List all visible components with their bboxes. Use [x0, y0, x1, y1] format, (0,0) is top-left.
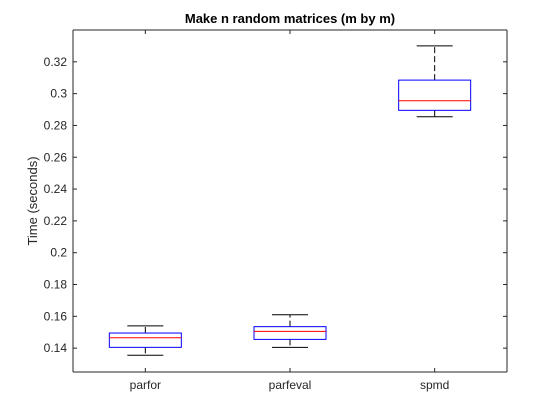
x-tick-label: spmd [420, 378, 449, 392]
y-tick-label: 0.18 [44, 278, 68, 292]
y-tick-label: 0.22 [44, 214, 68, 228]
y-tick-label: 0.16 [44, 309, 68, 323]
y-tick-label: 0.24 [44, 182, 68, 196]
box-parfeval [253, 314, 327, 348]
iqr-box [108, 332, 182, 348]
iqr-box [253, 326, 327, 340]
ticks: 0.14 0.16 0.18 0.2 0.22 0.24 0.26 0.28 0.3 0.32 pa… [44, 30, 507, 392]
y-tick-label: 0.2 [50, 246, 67, 260]
y-tick-label: 0.26 [44, 150, 68, 164]
x-tick-label: parfeval [269, 378, 312, 392]
box-parfor [108, 325, 182, 356]
y-tick-label: 0.32 [44, 55, 68, 69]
chart-title: Make n random matrices (m by m) [185, 11, 395, 26]
y-tick-label: 0.3 [50, 87, 67, 101]
y-tick-label: 0.28 [44, 118, 68, 132]
box-spmd [398, 45, 472, 118]
iqr-box [398, 79, 472, 111]
y-tick-label: 0.14 [44, 341, 68, 355]
x-tick-label: parfor [130, 378, 161, 392]
boxes [108, 45, 472, 356]
y-axis-label: Time (seconds) [25, 156, 40, 245]
